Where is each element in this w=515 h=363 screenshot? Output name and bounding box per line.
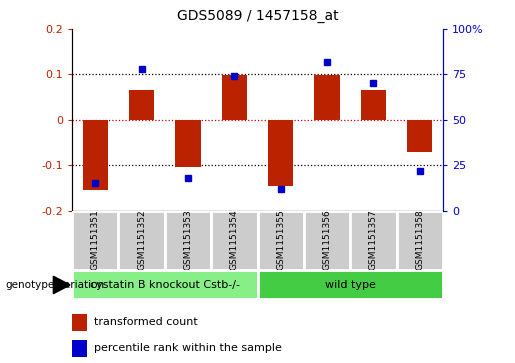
Bar [221, 76, 247, 120]
Text: GDS5089 / 1457158_at: GDS5089 / 1457158_at [177, 9, 338, 23]
Bar [82, 120, 108, 190]
Text: transformed count: transformed count [94, 317, 198, 327]
Bar [72, 340, 87, 357]
Bar [211, 211, 258, 270]
Bar [118, 211, 165, 270]
Text: GSM1151358: GSM1151358 [415, 209, 424, 270]
Bar [314, 76, 340, 120]
Bar [268, 120, 294, 185]
Bar [72, 270, 258, 299]
Text: GSM1151354: GSM1151354 [230, 209, 239, 270]
Bar [350, 211, 397, 270]
Text: GSM1151353: GSM1151353 [183, 209, 193, 270]
Bar [304, 211, 350, 270]
Text: GSM1151351: GSM1151351 [91, 209, 100, 270]
Polygon shape [54, 276, 70, 294]
Text: cystatin B knockout Cstb-/-: cystatin B knockout Cstb-/- [90, 280, 240, 290]
Bar [165, 211, 211, 270]
Bar [360, 90, 386, 120]
Text: genotype/variation: genotype/variation [5, 280, 104, 290]
Bar [129, 90, 154, 120]
Bar [175, 120, 201, 167]
Bar [407, 120, 433, 152]
Bar [258, 270, 443, 299]
Bar [397, 211, 443, 270]
Bar [258, 211, 304, 270]
Bar [72, 211, 118, 270]
Text: GSM1151357: GSM1151357 [369, 209, 378, 270]
Text: percentile rank within the sample: percentile rank within the sample [94, 343, 282, 354]
Text: GSM1151352: GSM1151352 [137, 209, 146, 270]
Text: GSM1151356: GSM1151356 [322, 209, 332, 270]
Text: wild type: wild type [325, 280, 375, 290]
Text: GSM1151355: GSM1151355 [276, 209, 285, 270]
Bar [72, 314, 87, 331]
